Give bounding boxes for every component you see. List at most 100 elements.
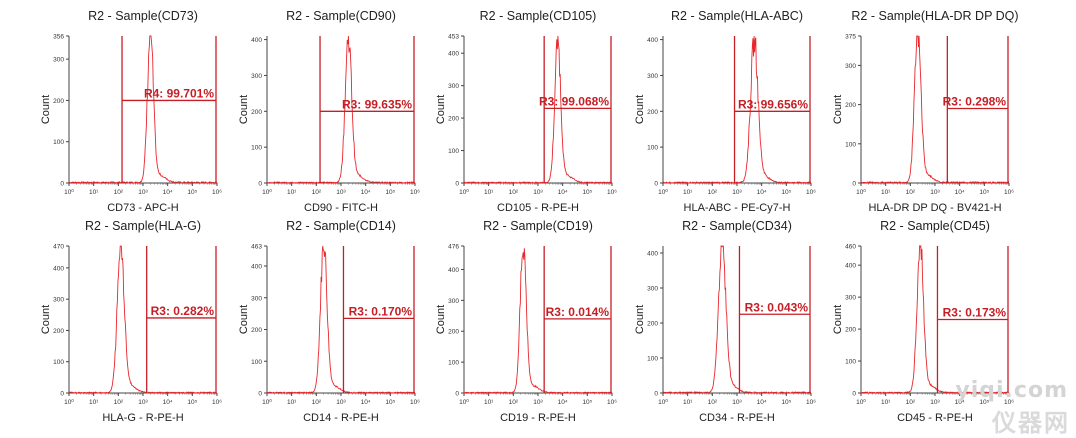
y-tick-label: 100	[448, 360, 459, 367]
x-tick-label: 10²	[312, 189, 322, 196]
x-tick-label: 10⁰	[856, 188, 866, 196]
x-tick-label: 10⁰	[459, 398, 469, 406]
x-tick-label: 10⁰	[64, 188, 74, 196]
gate-label: R3: 0.170%	[349, 304, 413, 318]
y-tick-label: 200	[448, 329, 459, 336]
x-axis-label: HLA-DR DP DQ - BV421-H	[868, 202, 1001, 214]
y-tick-label: 400	[53, 265, 64, 272]
x-tick-label: 10⁶	[806, 189, 816, 196]
y-axis-label: Count	[634, 95, 646, 124]
x-tick-label: 10⁴	[163, 189, 173, 196]
x-tick-label: 10⁶	[607, 399, 617, 406]
histogram-panel: R2 - Sample(CD45) 0 100 200 300 400 460 10⁰ 10¹ 1…	[832, 219, 1014, 424]
x-tick-label: 10⁰	[658, 188, 668, 196]
x-tick-label: 10⁵	[385, 189, 395, 196]
x-tick-label: 10⁵	[187, 399, 197, 406]
panel-title: R2 - Sample(HLA-ABC)	[671, 9, 803, 23]
histogram-panel: R2 - Sample(HLA-DR DP DQ) 0 100 200 300 375 10…	[832, 9, 1019, 214]
x-tick-label: 10⁶	[212, 399, 222, 406]
y-tick-label: 200	[251, 327, 262, 334]
x-axis-label: CD19 - R-PE-H	[500, 412, 576, 424]
x-axis-label: CD45 - R-PE-H	[897, 412, 973, 424]
y-tick-label: 100	[448, 148, 459, 155]
gate-label: R3: 99.068%	[539, 94, 609, 108]
x-tick-label: 10⁵	[582, 189, 592, 196]
x-tick-label: 10⁴	[163, 399, 173, 406]
x-tick-label: 10³	[930, 189, 940, 196]
histogram-curve	[68, 245, 218, 394]
y-tick-label: 200	[448, 116, 459, 123]
x-tick-label: 10⁶	[410, 189, 420, 196]
y-tick-label: 300	[448, 298, 459, 305]
x-axis-label: HLA-ABC - PE-Cy7-H	[684, 202, 791, 214]
gate-label: R3: 0.282%	[151, 304, 215, 318]
y-tick-label: 0	[60, 391, 64, 398]
panel-title: R2 - Sample(CD90)	[286, 9, 396, 23]
x-tick-label: 10¹	[881, 189, 891, 196]
x-tick-label: 10²	[509, 399, 519, 406]
x-tick-label: 10⁶	[607, 189, 617, 196]
x-tick-label: 10²	[708, 399, 718, 406]
histogram-panel: R2 - Sample(HLA-ABC) 0 100 200 300 400 10⁰ 10¹ 1…	[634, 9, 816, 214]
x-tick-label: 10³	[336, 189, 346, 196]
x-tick-label: 10¹	[287, 399, 297, 406]
x-tick-label: 10⁵	[781, 399, 791, 406]
histogram-curve	[266, 245, 416, 394]
y-tick-label: 375	[845, 34, 856, 41]
x-tick-label: 10⁴	[757, 189, 767, 196]
gate-label: R3: 99.656%	[738, 97, 808, 111]
y-tick-label: 300	[647, 286, 658, 293]
y-tick-label: 400	[448, 267, 459, 274]
y-tick-label: 100	[845, 141, 856, 148]
histogram-panel: R2 - Sample(CD34) 0 100 200 300 400 10⁰ 10¹ 10² 1…	[634, 219, 816, 424]
x-tick-label: 10¹	[484, 189, 494, 196]
y-tick-label: 400	[448, 51, 459, 58]
histogram-panel: R2 - Sample(CD105) 0 100 200 300 400 453 10⁰ 10¹…	[435, 9, 617, 214]
gate-label: R3: 0.014%	[546, 305, 610, 319]
x-axis-label: CD90 - FITC-H	[304, 202, 378, 214]
panel-title: R2 - Sample(CD19)	[483, 219, 593, 233]
x-tick-label: 10⁰	[658, 398, 668, 406]
x-tick-label: 10¹	[89, 189, 99, 196]
y-tick-label: 300	[53, 57, 64, 64]
x-tick-label: 10⁵	[979, 399, 989, 406]
histogram-panel: R2 - Sample(CD73) 0 100 200 300 356 10⁰ 10¹ 10² 1…	[40, 9, 222, 214]
y-tick-label: 400	[647, 37, 658, 44]
y-tick-label: 200	[647, 321, 658, 328]
y-tick-label: 400	[845, 263, 856, 270]
x-tick-label: 10⁵	[979, 189, 989, 196]
y-axis-label: Count	[832, 305, 844, 334]
x-tick-label: 10⁴	[955, 399, 965, 406]
x-tick-label: 10¹	[484, 399, 494, 406]
x-tick-label: 10³	[930, 399, 940, 406]
histogram-curve	[662, 35, 812, 184]
x-tick-label: 10⁰	[64, 398, 74, 406]
panel-title: R2 - Sample(HLA-G)	[85, 219, 201, 233]
y-tick-label: 0	[258, 181, 262, 188]
x-tick-label: 10³	[533, 399, 543, 406]
y-tick-label: 200	[647, 109, 658, 116]
panel-title: R2 - Sample(CD34)	[682, 219, 792, 233]
x-tick-label: 10³	[138, 399, 148, 406]
x-tick-label: 10⁰	[459, 188, 469, 196]
x-tick-label: 10³	[533, 189, 543, 196]
x-axis-label: CD14 - R-PE-H	[303, 412, 379, 424]
y-axis-label: Count	[435, 305, 447, 334]
x-tick-label: 10³	[732, 189, 742, 196]
histogram-panel: R2 - Sample(CD90) 0 100 200 300 400 10⁰ 10¹ 10² 1…	[238, 9, 420, 214]
x-tick-label: 10⁴	[361, 399, 371, 406]
y-tick-label: 200	[845, 102, 856, 109]
x-tick-label: 10⁴	[558, 399, 568, 406]
x-tick-label: 10³	[336, 399, 346, 406]
histogram-curve	[68, 35, 218, 184]
x-tick-label: 10⁵	[187, 189, 197, 196]
y-tick-label: 0	[60, 181, 64, 188]
panel-title: R2 - Sample(CD14)	[286, 219, 396, 233]
x-tick-label: 10²	[509, 189, 519, 196]
y-axis-label: Count	[40, 305, 52, 334]
x-tick-label: 10⁴	[757, 399, 767, 406]
x-tick-label: 10⁴	[361, 189, 371, 196]
gate-label: R3: 0.043%	[745, 300, 809, 314]
x-axis-label: CD73 - APC-H	[107, 202, 179, 214]
x-axis-label: HLA-G - R-PE-H	[102, 412, 183, 424]
